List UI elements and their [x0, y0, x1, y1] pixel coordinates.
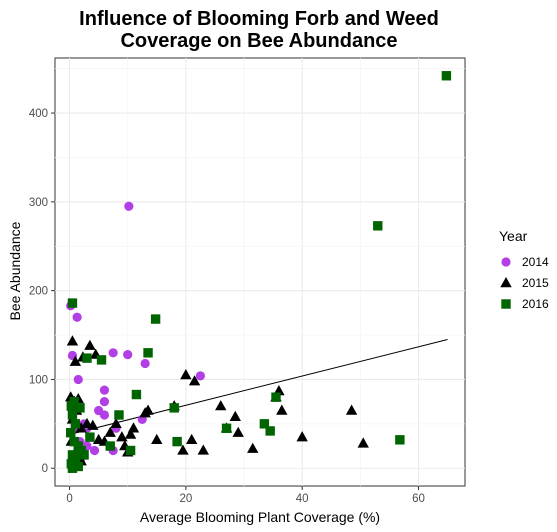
point-2016	[172, 436, 182, 447]
point-2014	[99, 385, 110, 395]
chart-title-line-2: Coverage on Bee Abundance	[120, 30, 397, 52]
point-2016	[114, 410, 124, 420]
point-2016	[79, 450, 89, 460]
point-2015	[188, 375, 201, 386]
x-tick-label: 0	[66, 493, 72, 505]
point-2015	[87, 419, 99, 430]
point-2015	[296, 431, 308, 442]
y-tick-label: 0	[42, 463, 48, 475]
point-2016	[67, 463, 78, 473]
x-tick-label: 60	[412, 493, 425, 505]
point-2016	[221, 423, 232, 433]
point-2016	[85, 432, 95, 442]
point-2015	[180, 369, 192, 380]
point-2016	[265, 426, 275, 436]
point-2016	[125, 445, 136, 456]
legend-title: Year	[499, 228, 528, 244]
point-2016	[441, 71, 452, 81]
trend-line-group	[69, 339, 448, 435]
point-2016	[96, 355, 107, 365]
point-2015	[247, 442, 259, 453]
point-2016	[67, 298, 78, 308]
point-2016	[395, 435, 405, 445]
point-2016	[373, 221, 383, 231]
y-tick-label: 100	[29, 374, 48, 386]
y-tick-label: 300	[29, 197, 48, 209]
legend: Year 2014 2015 2016	[499, 228, 549, 311]
legend-key-2016	[501, 299, 511, 309]
point-2014	[73, 374, 83, 385]
point-2016	[143, 348, 153, 358]
point-2015	[69, 355, 82, 366]
point-2015	[110, 417, 122, 429]
point-2014	[72, 312, 82, 322]
point-2014	[140, 358, 150, 369]
legend-key-2014	[501, 257, 511, 267]
point-2015	[276, 404, 288, 415]
point-2016	[131, 389, 142, 400]
x-tick-label: 20	[179, 493, 192, 505]
point-2016	[70, 419, 81, 429]
point-2014	[195, 371, 205, 381]
point-2015	[151, 433, 163, 445]
point-2016	[75, 403, 85, 413]
point-2015	[124, 428, 137, 439]
axis-ticks: 0 20 40 60 0 100 200 300 400	[29, 108, 425, 505]
point-2015	[142, 404, 154, 415]
y-tick-label: 400	[29, 108, 48, 120]
point-2016	[105, 441, 115, 451]
legend-label-2015: 2015	[522, 276, 549, 290]
point-2014	[123, 349, 133, 360]
legend-label-2014: 2014	[522, 255, 549, 269]
x-tick-label: 40	[296, 493, 309, 505]
point-2015	[345, 404, 358, 415]
point-2015	[104, 426, 116, 437]
point-2016	[259, 419, 270, 429]
point-2015	[185, 433, 198, 445]
point-2016	[150, 314, 161, 324]
chart-title-line-1: Influence of Blooming Forb and Weed	[79, 8, 439, 30]
grid-lines	[55, 58, 465, 486]
legend-key-2015	[500, 277, 512, 288]
point-2014	[89, 445, 100, 456]
point-2014	[124, 201, 134, 211]
trend-line	[69, 339, 448, 435]
point-2015	[229, 410, 241, 421]
point-2015	[177, 444, 189, 455]
point-2015	[84, 339, 96, 350]
point-2016	[66, 428, 76, 438]
x-axis-label: Average Blooming Plant Coverage (%)	[140, 509, 380, 525]
point-2016	[67, 410, 78, 420]
point-2016	[73, 461, 83, 472]
point-2015	[127, 422, 140, 433]
point-2014	[99, 410, 110, 420]
point-2016	[82, 353, 92, 363]
point-2014	[108, 348, 118, 358]
y-axis-label: Bee Abundance	[7, 221, 23, 320]
point-2016	[169, 403, 179, 413]
legend-label-2016: 2016	[522, 297, 549, 311]
point-2015	[66, 335, 79, 346]
point-2015	[116, 431, 128, 442]
point-2015	[197, 444, 209, 455]
point-2015	[232, 426, 244, 437]
point-2014	[99, 397, 110, 407]
point-2016	[271, 392, 281, 402]
point-2016	[69, 396, 79, 407]
data-points	[65, 71, 452, 473]
y-tick-label: 200	[29, 286, 48, 298]
point-2015	[75, 422, 87, 433]
point-2015	[357, 437, 369, 448]
point-2015	[215, 400, 227, 411]
